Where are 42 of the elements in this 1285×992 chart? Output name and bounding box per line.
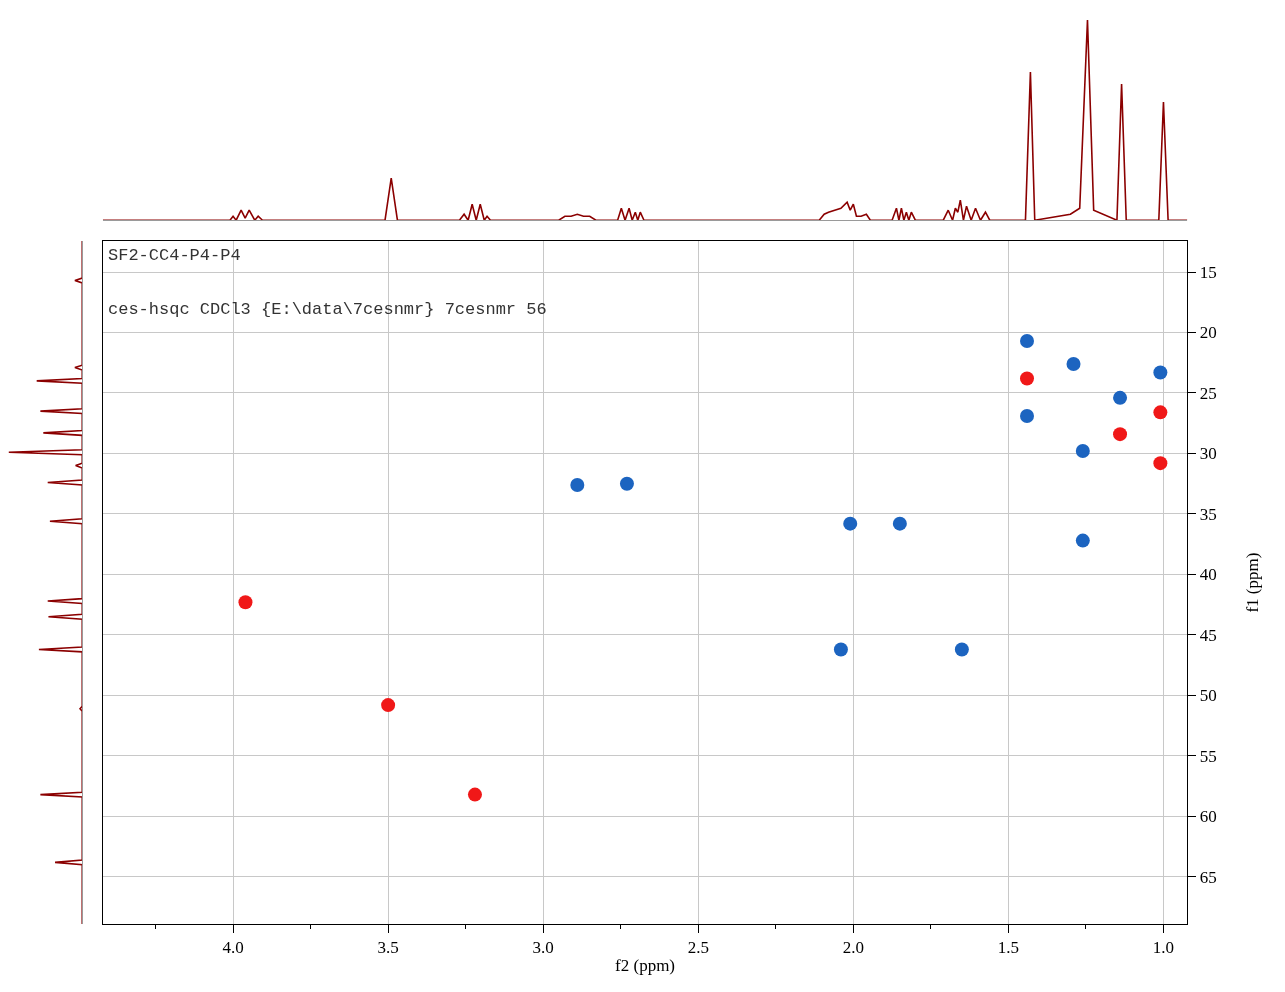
point bbox=[843, 516, 858, 531]
y-tick-label: 25 bbox=[1199, 383, 1217, 403]
y-tick-label: 45 bbox=[1199, 625, 1217, 645]
point bbox=[619, 476, 634, 491]
y-tick-label: 55 bbox=[1199, 746, 1217, 766]
point bbox=[1075, 444, 1090, 459]
annotation: ces-hsqc CDCl3 {E:\data\7cesnmr} 7cesnmr 56 bbox=[108, 300, 547, 319]
point bbox=[1113, 427, 1128, 442]
point bbox=[238, 595, 253, 610]
y-tick-label: 50 bbox=[1199, 686, 1217, 706]
x-tick-label: 1.0 bbox=[1152, 938, 1175, 958]
point bbox=[833, 642, 848, 657]
y-tick-label: 20 bbox=[1199, 323, 1217, 343]
x-tick-label: 2.5 bbox=[687, 938, 709, 958]
point bbox=[1066, 356, 1081, 371]
point bbox=[1075, 533, 1090, 548]
y-tick-label: 40 bbox=[1199, 565, 1217, 585]
annotation: SF2-CC4-P4-P4 bbox=[108, 246, 241, 265]
x-axis-title: f2 (ppm) bbox=[615, 955, 676, 975]
y-tick-label: 15 bbox=[1199, 262, 1217, 282]
x-tick-label: 2.0 bbox=[842, 938, 864, 958]
y-tick-label: 65 bbox=[1199, 867, 1217, 887]
point bbox=[467, 787, 482, 802]
point bbox=[1020, 333, 1034, 348]
point bbox=[954, 642, 969, 657]
point bbox=[570, 477, 585, 492]
x-tick-label: 3.5 bbox=[377, 938, 399, 958]
x-tick-label: 1.5 bbox=[997, 938, 1020, 958]
point bbox=[892, 516, 907, 531]
point bbox=[1153, 405, 1168, 420]
y-axis-title: f1 (ppm) bbox=[1243, 552, 1263, 613]
point bbox=[381, 698, 396, 713]
y-tick-label: 35 bbox=[1199, 504, 1217, 524]
point bbox=[1113, 390, 1128, 405]
x-tick-label: 3.0 bbox=[532, 938, 554, 958]
point bbox=[1020, 408, 1034, 423]
y-tick-label: 60 bbox=[1199, 807, 1217, 827]
y-tick-label: 30 bbox=[1199, 444, 1217, 464]
point bbox=[1153, 365, 1168, 380]
point bbox=[1153, 456, 1168, 471]
point bbox=[1020, 371, 1034, 386]
x-tick-label: 4.0 bbox=[222, 938, 244, 958]
